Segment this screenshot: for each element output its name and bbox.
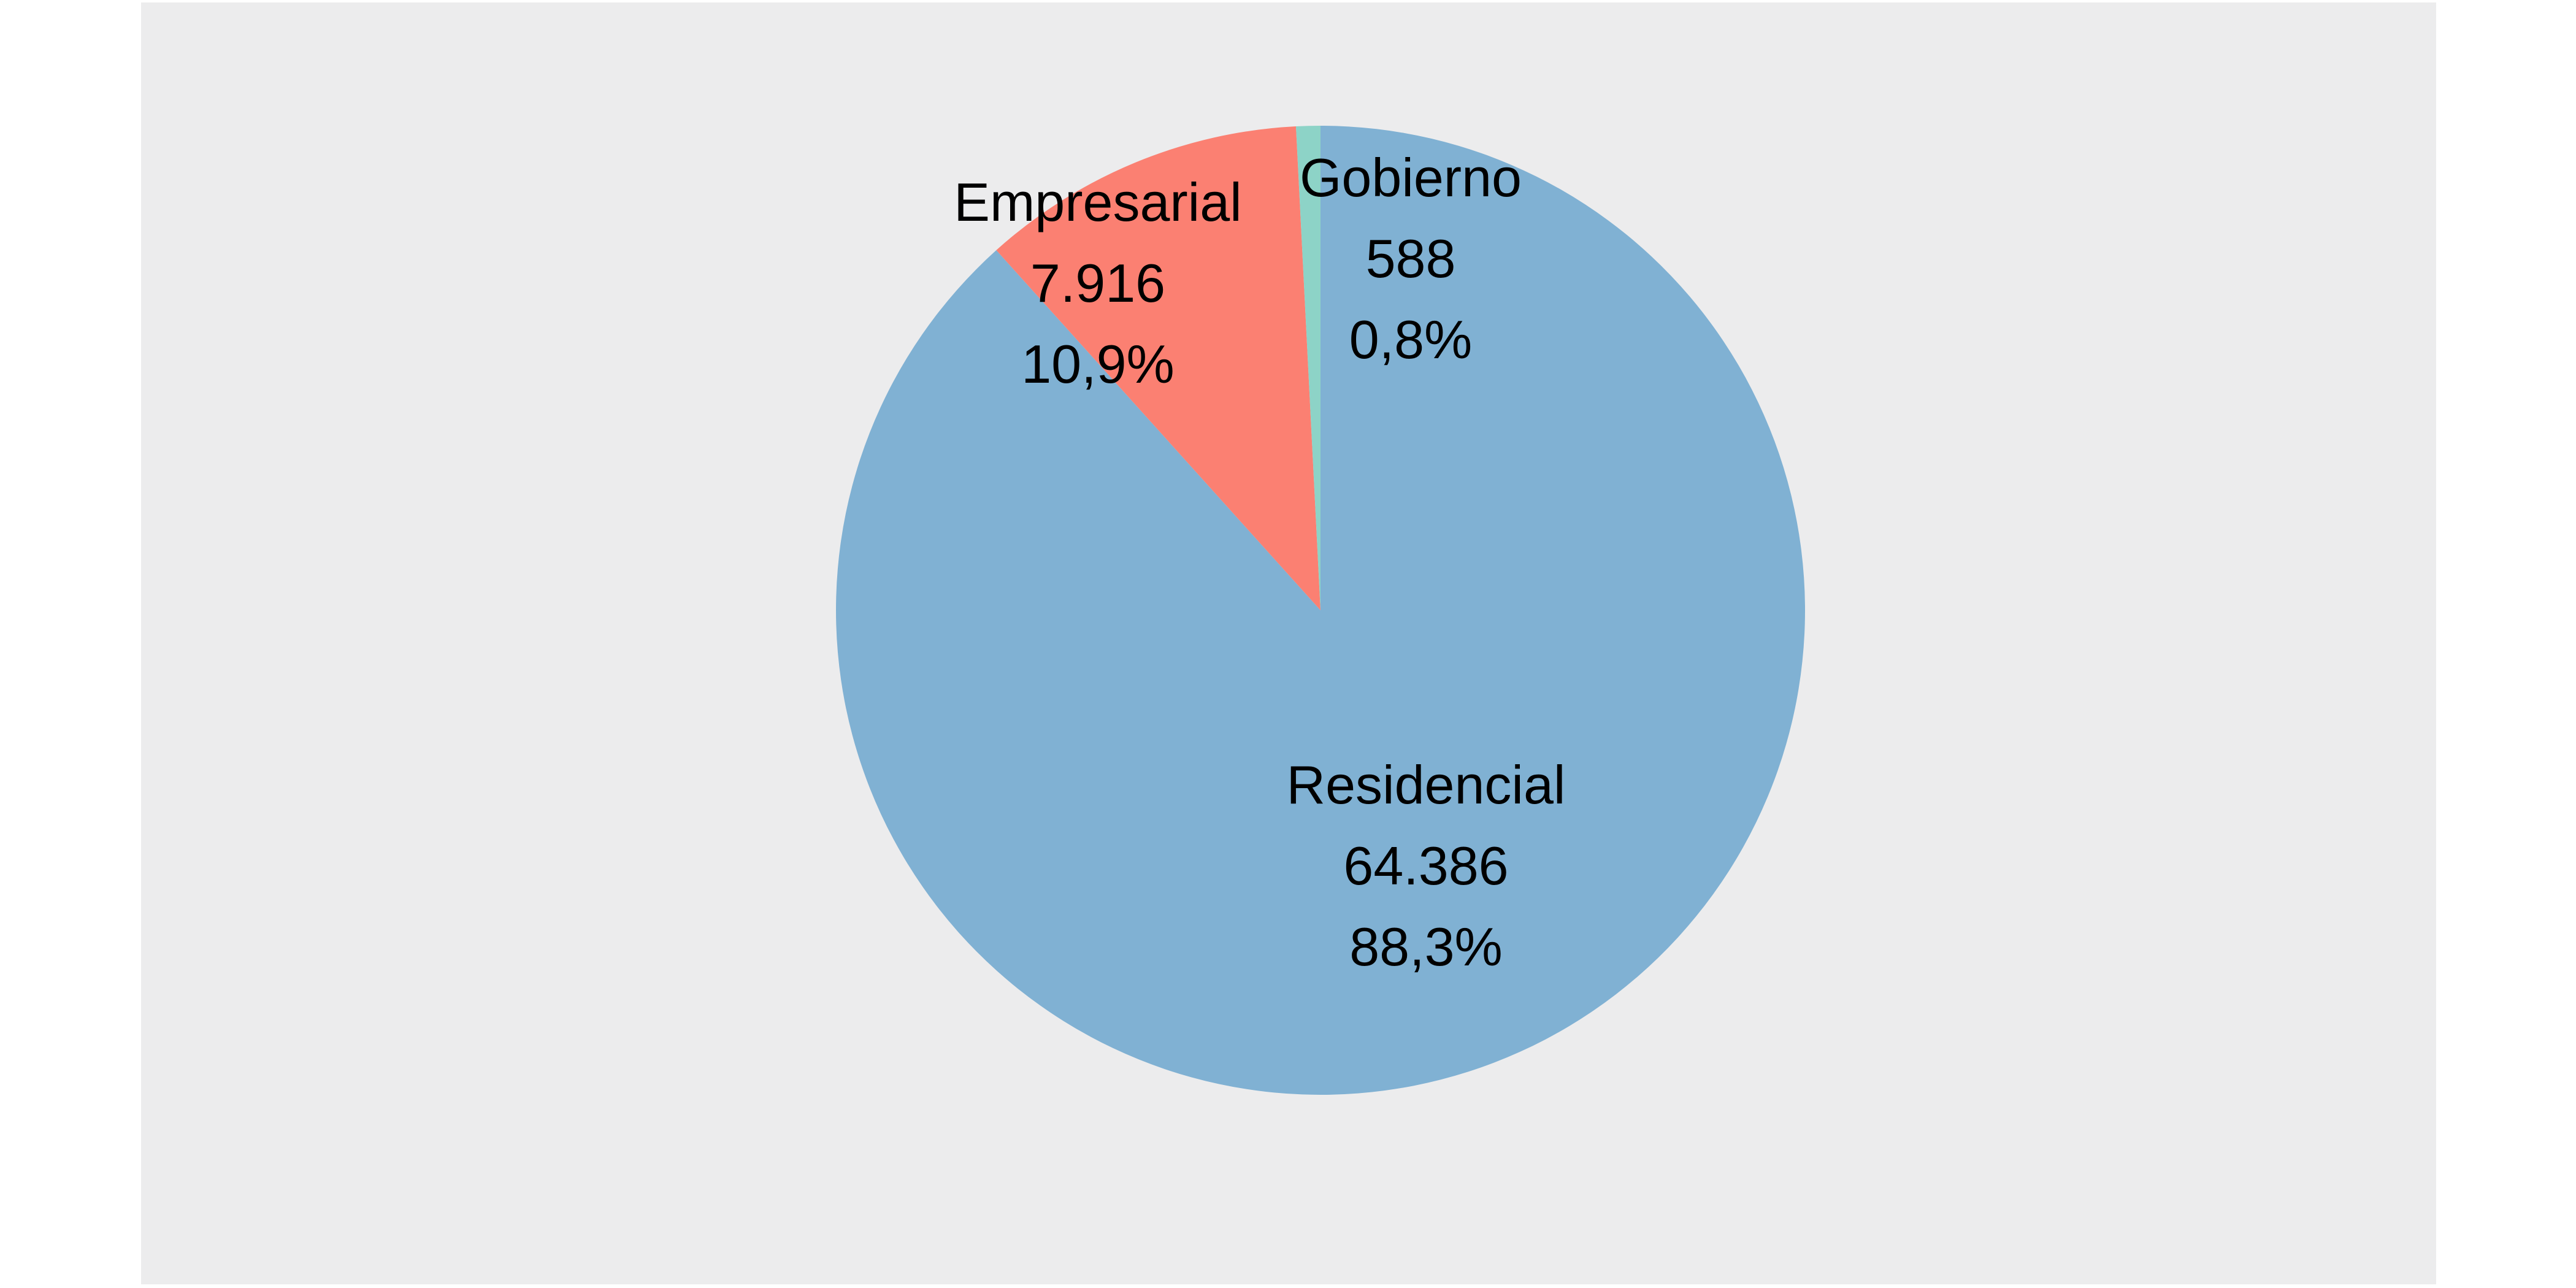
slice-label-gobierno: Gobierno: [1300, 147, 1522, 208]
pie-slices: [836, 126, 1805, 1095]
slice-value-empresarial: 7.916: [1030, 253, 1165, 313]
pie-slice-empresarial: [996, 126, 1321, 610]
pie-labels: Residencial 64.386 88,3% Empresarial 7.916 10…: [954, 147, 1565, 977]
slice-value-residencial: 64.386: [1343, 835, 1508, 896]
slice-percent-gobierno: 0,8%: [1349, 309, 1473, 370]
slice-label-empresarial: Empresarial: [954, 172, 1241, 232]
pie-slice-gobierno: [1295, 126, 1321, 610]
slice-value-gobierno: 588: [1366, 228, 1456, 289]
slice-percent-residencial: 88,3%: [1349, 916, 1503, 977]
slice-label-residencial: Residencial: [1287, 754, 1566, 815]
slice-percent-empresarial: 10,9%: [1021, 334, 1175, 394]
